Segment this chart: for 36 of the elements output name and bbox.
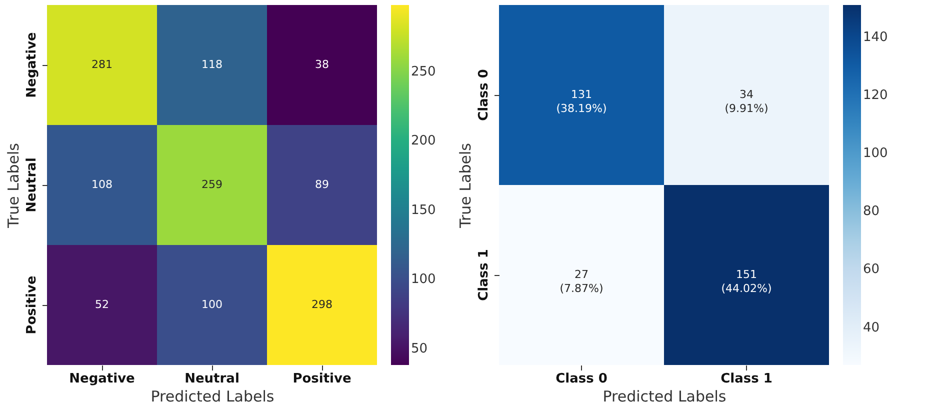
- color-bar-label: 60: [863, 262, 880, 278]
- color-bar-label: 50: [411, 341, 428, 356]
- x-axis-title: Predicted Labels: [602, 388, 726, 406]
- data-label: 281: [92, 58, 112, 71]
- x-tick-label: Negative: [69, 372, 136, 386]
- x-tick-label: Neutral: [184, 372, 240, 386]
- x-axis-title: Predicted Labels: [150, 388, 274, 406]
- data-label: 27 (7.87%): [560, 268, 604, 295]
- color-bar-label: 250: [411, 64, 436, 80]
- data-label: 89: [315, 178, 329, 191]
- data-label: 131 (38.19%): [556, 88, 607, 115]
- x-tick-label: Positive: [292, 372, 352, 386]
- y-axis-title: True Labels: [456, 142, 474, 229]
- y-axis-title: True Labels: [4, 142, 22, 229]
- color-bar-label: 120: [863, 88, 888, 103]
- color-bar-label: 150: [411, 202, 436, 218]
- color-bar-label: 80: [863, 204, 880, 220]
- x-tick-label: Class 1: [720, 372, 772, 386]
- data-label: 52: [95, 298, 109, 311]
- y-tick-label: Negative: [24, 32, 40, 98]
- color-bar-label: 40: [863, 320, 880, 336]
- color-bar-label: 200: [411, 134, 436, 149]
- color-bar-label: 100: [411, 272, 436, 288]
- x-tick-label: Class 0: [556, 372, 608, 386]
- color-bar-label: 100: [863, 146, 888, 162]
- data-label: 38: [315, 58, 329, 71]
- data-label: 108: [92, 178, 112, 191]
- data-label: 151 (44.02%): [721, 268, 772, 295]
- y-tick-label: Neutral: [24, 158, 40, 212]
- data-label: 298: [312, 298, 332, 311]
- y-tick-label: Positive: [24, 276, 40, 334]
- data-label: 118: [202, 58, 222, 71]
- color-bar-label: 140: [863, 30, 888, 45]
- data-label: 34 (9.91%): [724, 88, 768, 115]
- data-label: 100: [202, 298, 222, 311]
- data-label: 259: [202, 178, 222, 191]
